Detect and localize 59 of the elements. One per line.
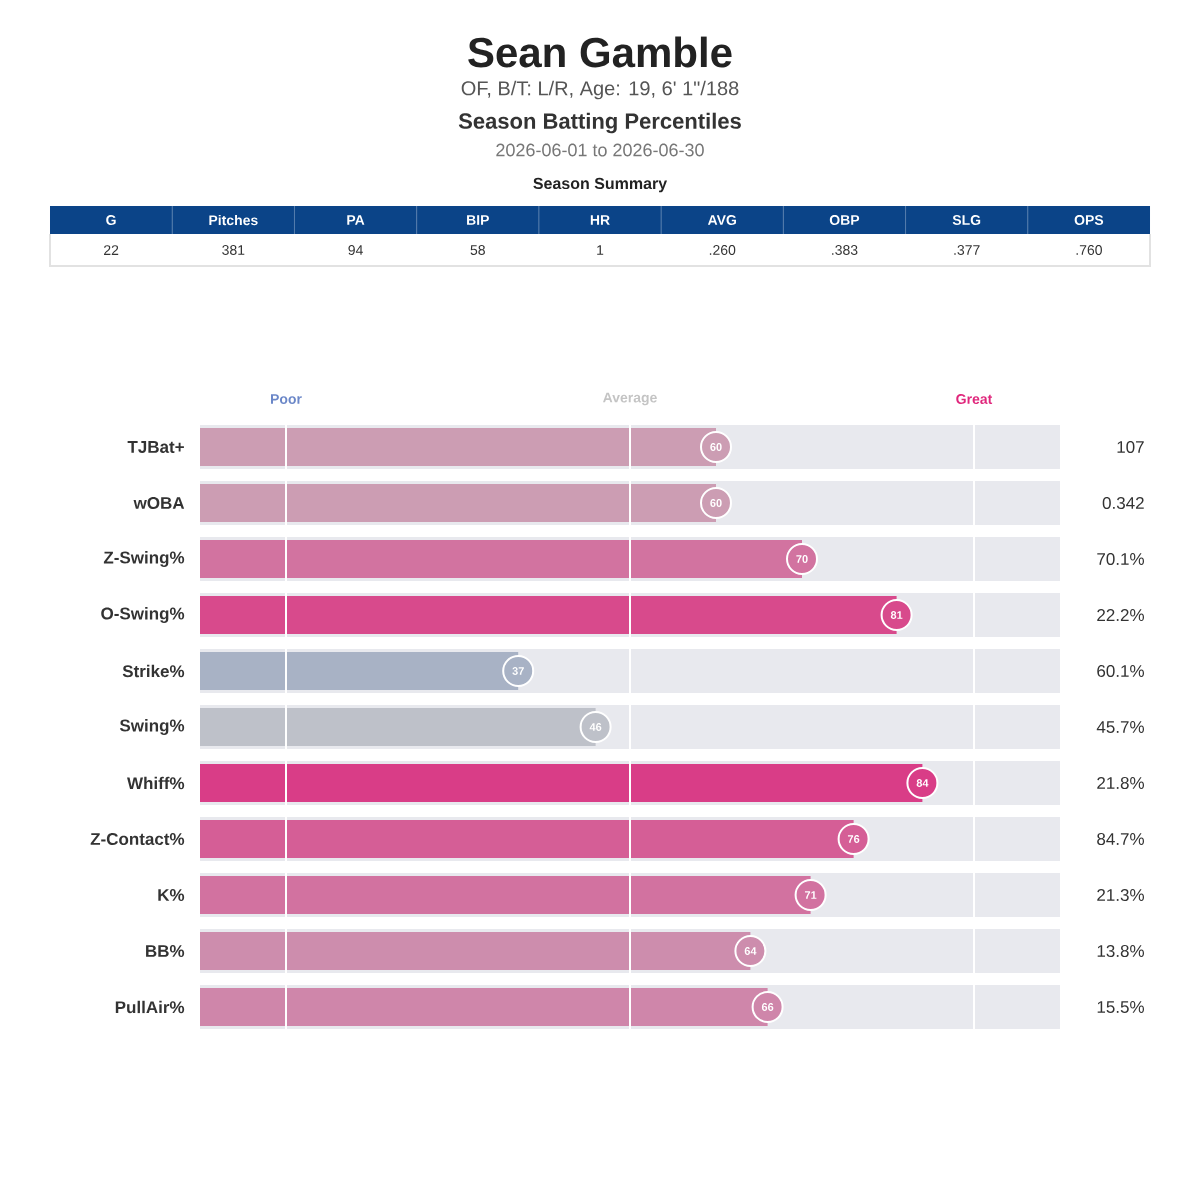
category-label: OPS xyxy=(1074,215,1104,225)
data-label: 46 xyxy=(589,723,602,731)
ref-line-label: Average xyxy=(602,392,657,406)
text: 70.1% xyxy=(1097,553,1145,566)
data-label: 84 xyxy=(916,779,929,787)
y-tick-label: Whiff% xyxy=(127,776,185,790)
text: 381 xyxy=(222,245,245,255)
text: OF, B/T: L/R, Age: 19, 6' 1"/188 xyxy=(461,80,739,100)
y-tick-label: Swing% xyxy=(119,719,185,735)
text: 21.8% xyxy=(1097,777,1145,790)
text: .260 xyxy=(709,245,736,255)
text: 1 xyxy=(597,245,604,255)
category-label: AVG xyxy=(707,215,736,225)
text: Season Summary xyxy=(533,177,668,193)
y-tick-label: Z-Swing% xyxy=(103,551,185,567)
text: 107 xyxy=(1117,441,1144,454)
ref-line-label: Great xyxy=(956,394,993,404)
category-label: OBP xyxy=(829,215,860,225)
text: 94 xyxy=(348,245,363,255)
text: Season Batting Percentiles xyxy=(458,112,741,134)
text: .377 xyxy=(954,245,980,255)
data-label: 37 xyxy=(512,667,524,675)
category-label: Pitches xyxy=(209,214,258,226)
text: 58 xyxy=(470,245,485,255)
text: .383 xyxy=(832,245,858,255)
text: 2026-06-01 to 2026-06-30 xyxy=(496,143,704,157)
text: 21.3% xyxy=(1097,889,1145,902)
text: 22 xyxy=(104,245,119,255)
text: .760 xyxy=(1076,245,1102,255)
data-label: 76 xyxy=(847,835,860,843)
text: 13.8% xyxy=(1097,945,1145,958)
y-tick-label: O-Swing% xyxy=(101,607,185,623)
text: 0.342 xyxy=(1102,497,1144,510)
y-tick-label: Z-Contact% xyxy=(90,833,185,846)
data-label: 81 xyxy=(890,611,903,619)
data-label: 60 xyxy=(710,443,722,451)
text: 22.2% xyxy=(1097,609,1145,621)
text: Sean Gamble xyxy=(468,36,732,68)
category-label: SLG xyxy=(952,215,981,225)
category-label: HR xyxy=(590,215,610,225)
y-tick-label: BB% xyxy=(146,945,185,957)
category-label: BIP xyxy=(467,215,489,225)
category-label: G xyxy=(106,215,116,225)
data-label: 70 xyxy=(796,555,808,563)
ref-line-label: Poor xyxy=(271,394,302,404)
data-label: 71 xyxy=(804,891,817,899)
category-label: PA xyxy=(347,215,365,225)
text: 60.1% xyxy=(1097,665,1145,678)
text: 15.5% xyxy=(1097,1001,1145,1013)
data-label: 64 xyxy=(744,947,757,955)
data-label: 66 xyxy=(761,1003,774,1011)
y-tick-label: TJBat+ xyxy=(127,441,184,453)
y-tick-label: wOBA xyxy=(133,497,185,510)
text: 84.7% xyxy=(1097,833,1145,846)
y-tick-label: Strike% xyxy=(122,664,185,678)
y-tick-label: PullAir% xyxy=(115,1000,185,1014)
data-label: 60 xyxy=(710,499,722,507)
text: 45.7% xyxy=(1096,721,1145,733)
y-tick-label: K% xyxy=(158,889,185,901)
